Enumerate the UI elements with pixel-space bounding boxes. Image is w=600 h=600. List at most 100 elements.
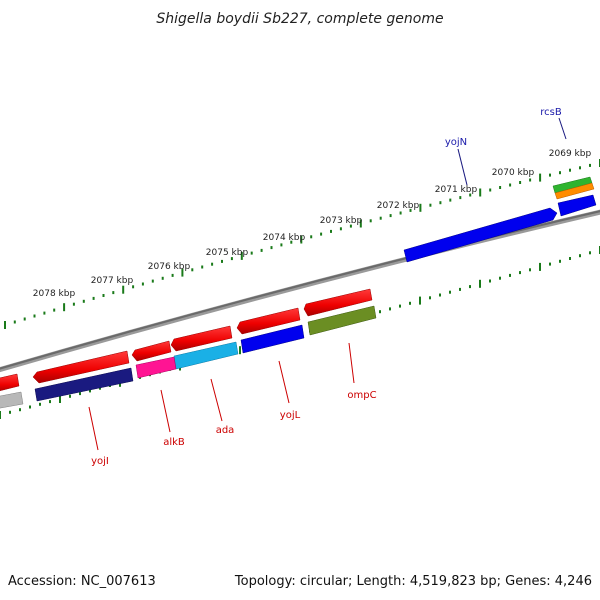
outer-tick — [529, 178, 532, 182]
gene-label-ada: ada — [216, 425, 235, 436]
scale-label-2071: 2071 kbp — [435, 185, 478, 195]
inner-tick — [419, 296, 421, 305]
outer-tick — [539, 173, 542, 182]
outer-tick — [300, 235, 303, 244]
outer-tick — [280, 243, 283, 247]
outer-tick — [151, 279, 154, 283]
outer-tick — [469, 193, 472, 197]
inner-tick — [569, 257, 571, 260]
page-title: Shigella boydii Sb227, complete genome — [156, 11, 443, 27]
gene-label-connectors — [88, 117, 567, 451]
outer-tick — [92, 296, 95, 300]
inner-tick — [429, 296, 431, 300]
plus-strand-genes — [403, 176, 597, 263]
gene-red-1[interactable] — [303, 288, 373, 317]
outer-tick — [72, 302, 75, 306]
inner-tick — [389, 307, 391, 311]
connector-alkB — [160, 389, 171, 433]
inner-tick — [549, 262, 551, 266]
gene-yojN[interactable] — [403, 207, 558, 263]
outer-tick — [369, 219, 372, 223]
gene-red-6[interactable] — [0, 373, 20, 392]
scale-label-2070: 2070 kbp — [492, 168, 535, 178]
outer-tick — [419, 203, 422, 212]
inner-tick — [49, 400, 51, 404]
scale-labels: 2069 kbp 2070 kbp 2071 kbp 2072 kbp 2073… — [33, 149, 592, 299]
outer-tick — [23, 317, 26, 321]
inner-tick — [9, 410, 11, 414]
gene-red-5[interactable] — [32, 350, 130, 384]
inner-tick — [39, 402, 41, 406]
inner-tick — [449, 290, 451, 294]
outer-tick — [43, 311, 46, 315]
outer-tick — [389, 214, 392, 218]
gene-yojI[interactable] — [34, 367, 134, 402]
scale-label-2077: 2077 kbp — [91, 276, 134, 286]
inner-tick — [579, 254, 581, 258]
gene-label-ompC: ompC — [347, 390, 376, 401]
outer-tick — [559, 171, 561, 175]
scale-label-2072: 2072 kbp — [377, 201, 420, 211]
outer-tick — [569, 168, 571, 172]
outer-tick — [4, 321, 6, 329]
connector-yojI — [88, 406, 99, 451]
outer-tick — [359, 219, 362, 228]
outer-tick — [439, 201, 442, 205]
inner-tick — [459, 287, 461, 291]
inner-tick — [69, 394, 71, 398]
gene-orange-feature[interactable] — [554, 182, 595, 200]
gene-label-rcsB: rcsB — [540, 107, 562, 118]
outer-tick — [181, 268, 184, 277]
outer-tick — [290, 240, 293, 244]
inner-tick — [439, 293, 441, 297]
scale-label-2075: 2075 kbp — [206, 248, 249, 258]
outer-tick — [201, 265, 204, 269]
outer-tick — [499, 186, 502, 189]
outer-tick — [489, 188, 492, 192]
gene-red-3[interactable] — [170, 325, 233, 352]
gene-red-4[interactable] — [131, 340, 172, 362]
gene-plus-right[interactable] — [557, 194, 597, 217]
outer-tick — [339, 227, 342, 231]
scale-label-2074: 2074 kbp — [263, 233, 306, 243]
inner-tick — [379, 310, 381, 314]
gene-ompC[interactable] — [307, 305, 377, 336]
outer-tick — [459, 196, 462, 200]
minus-strand-genes-row2 — [0, 305, 377, 409]
outer-tick — [320, 232, 323, 236]
gene-grey[interactable] — [0, 391, 24, 409]
outer-tick — [221, 259, 223, 263]
outer-tick — [102, 294, 105, 297]
inner-tick — [479, 279, 481, 288]
outer-tick — [141, 282, 144, 286]
topology-text: Topology: circular; Length: 4,519,823 bp… — [234, 574, 592, 589]
inner-tick — [79, 392, 81, 396]
gene-yojL[interactable] — [240, 324, 305, 354]
outer-tick — [13, 320, 16, 324]
outer-tick — [240, 251, 243, 260]
inner-tick — [509, 273, 511, 277]
inner-tick — [59, 395, 61, 403]
outer-tick — [33, 314, 36, 318]
gene-alkB[interactable] — [135, 356, 177, 379]
inner-tick — [539, 262, 541, 271]
outer-tick — [549, 173, 551, 177]
outer-tick — [429, 203, 432, 207]
outer-tick — [112, 291, 115, 295]
outer-tick — [191, 268, 194, 272]
gene-red-2[interactable] — [236, 307, 301, 335]
inner-tick — [469, 285, 471, 289]
inner-tick — [239, 346, 241, 355]
scale-label-2073: 2073 kbp — [320, 216, 363, 226]
inner-tick — [499, 276, 501, 280]
accession-text: Accession: NC_007613 — [8, 574, 156, 589]
genome-backbone-shade — [0, 210, 600, 370]
gene-label-yojN: yojN — [445, 137, 467, 148]
outer-tick — [132, 285, 135, 289]
outer-tick — [260, 248, 263, 252]
outer-tick — [63, 303, 66, 312]
inner-tick — [559, 259, 561, 263]
inner-tick — [29, 405, 31, 409]
outer-tick — [211, 262, 214, 266]
scale-label-2078: 2078 kbp — [33, 289, 76, 299]
